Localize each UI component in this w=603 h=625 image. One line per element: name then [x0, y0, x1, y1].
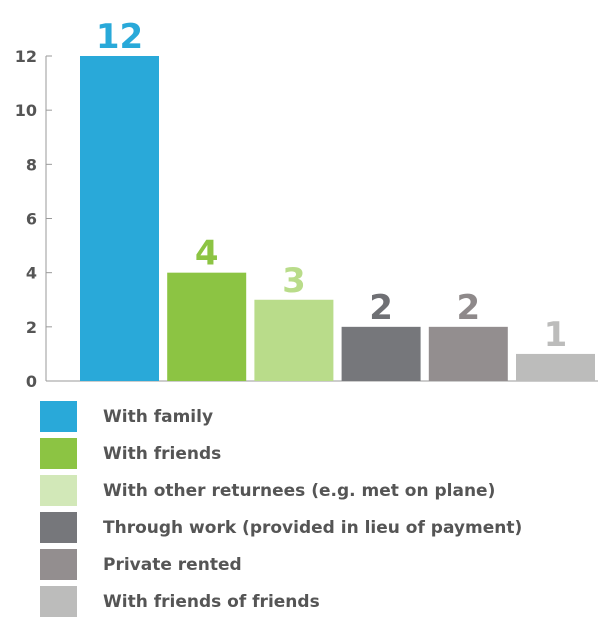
data-label: 1 — [544, 315, 568, 355]
bar — [80, 56, 159, 381]
bar — [341, 326, 421, 381]
legend-label: With family — [103, 406, 214, 427]
legend-item: With friends of friends — [40, 583, 600, 620]
legend-label: With friends — [103, 443, 222, 464]
y-tick-label: 2 — [26, 318, 37, 337]
data-label: 4 — [195, 234, 219, 274]
bar — [428, 326, 508, 381]
legend-swatch — [40, 549, 77, 580]
bar — [516, 353, 595, 381]
data-labels: 12 4 3 2 2 1 — [96, 17, 568, 355]
legend-item: Private rented — [40, 546, 600, 583]
legend-swatch — [40, 512, 77, 543]
legend-item: With friends — [40, 435, 600, 472]
legend-label: Private rented — [103, 554, 242, 575]
bar-chart: 0 2 4 6 8 10 12 12 4 3 2 2 1 — [15, 17, 598, 391]
y-tick-label: 10 — [15, 101, 37, 120]
bar — [254, 299, 334, 381]
bar — [167, 272, 247, 381]
legend: With family With friends With other return… — [40, 398, 600, 620]
legend-label: With other returnees (e.g. met on plane) — [103, 480, 496, 501]
legend-item: With other returnees (e.g. met on plane) — [40, 472, 600, 509]
data-label: 12 — [96, 17, 143, 57]
y-tick-label: 12 — [15, 47, 37, 66]
legend-label: Through work (provided in lieu of paymen… — [103, 517, 523, 538]
bars — [80, 56, 595, 381]
legend-item: Through work (provided in lieu of paymen… — [40, 509, 600, 546]
legend-swatch — [40, 438, 77, 469]
y-tick-label: 6 — [26, 210, 37, 229]
legend-item: With family — [40, 398, 600, 435]
y-tick-label: 4 — [26, 264, 37, 283]
legend-swatch — [40, 586, 77, 617]
legend-swatch — [40, 475, 77, 506]
legend-label: With friends of friends — [103, 591, 320, 612]
data-label: 2 — [456, 288, 480, 328]
legend-swatch — [40, 401, 77, 432]
data-label: 3 — [282, 261, 306, 301]
y-tick-label: 0 — [26, 372, 37, 391]
y-tick-label: 8 — [26, 155, 37, 174]
data-label: 2 — [369, 288, 393, 328]
